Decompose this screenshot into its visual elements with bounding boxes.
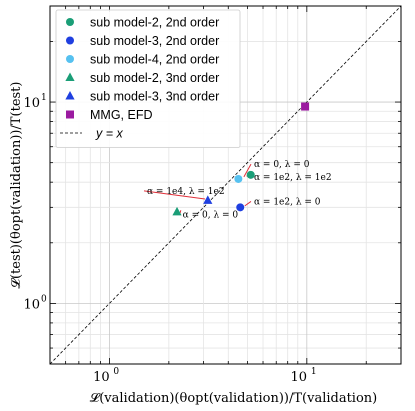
annotation-arrow	[244, 201, 252, 207]
legend-label: sub model-4, 2nd order	[90, 53, 219, 67]
data-point-circle-series-3	[234, 174, 243, 183]
y-tick-exponent: 0	[41, 294, 47, 304]
x-tick-exponent: 1	[311, 367, 317, 377]
y-tick-exponent: 1	[41, 93, 47, 103]
y-tick-label: 10	[23, 297, 40, 312]
legend-marker-triangle	[65, 91, 75, 100]
grid-lines	[49, 5, 402, 365]
legend-label: sub model-2, 3nd order	[90, 71, 219, 85]
data-point-square-series-6	[301, 102, 310, 111]
annotations: α = 0, λ = 0 α = 1e2, λ = 1e2 α = 1e4, λ =…	[147, 160, 332, 220]
legend-marker-square	[66, 110, 74, 119]
x-axis-title: 𝓛(validation)(θopt(validation))/T(valida…	[90, 391, 377, 406]
data-point-circle-series-2	[236, 203, 245, 212]
axis-ticks: 10 0 10 110 010 1	[23, 5, 402, 385]
plot-frame	[49, 5, 402, 365]
legend-box	[55, 9, 241, 148]
legend-label: sub model-3, 3nd order	[90, 90, 219, 104]
reference-line-y-equals-x	[49, 5, 402, 365]
legend-marker-triangle	[65, 72, 75, 81]
annotation-label: α = 0, λ = 0	[183, 211, 239, 221]
x-tick-label: 10	[291, 370, 308, 385]
annotation-arrow	[143, 190, 206, 200]
legend-label: y = x	[95, 127, 123, 141]
legend-label: sub model-2, 2nd order	[90, 16, 219, 30]
legend-marker-circle	[66, 55, 74, 63]
data-point-triangle-series-4	[172, 206, 182, 216]
data-point-triangle-series-5	[203, 195, 213, 204]
annotation-label: α = 1e2, λ = 0	[254, 197, 321, 207]
legend-label: sub model-3, 2nd order	[90, 34, 219, 48]
x-tick-label: 10	[93, 370, 110, 385]
annotation-label: α = 0, λ = 0	[254, 160, 310, 170]
legend: sub model-2, 2nd order sub model-3, 2nd o…	[55, 9, 241, 148]
y-axis-title: 𝓛(test)(θopt(validation))/T(test)	[9, 82, 24, 289]
axis-titles: 𝓛(validation)(θopt(validation))/T(valida…	[9, 82, 377, 406]
data-point-circle-series-1	[246, 170, 255, 179]
annotation-label: α = 1e4, λ = 1e2	[147, 187, 225, 197]
x-tick-exponent: 0	[113, 367, 119, 377]
annotation-arrow	[243, 163, 252, 178]
legend-marker-circle	[66, 18, 74, 26]
legend-label: MMG, EFD	[90, 108, 153, 122]
y-tick-label: 10	[23, 96, 40, 111]
data-points	[172, 102, 310, 216]
annotation-label: α = 1e2, λ = 1e2	[254, 173, 332, 183]
legend-marker-circle	[66, 36, 74, 45]
